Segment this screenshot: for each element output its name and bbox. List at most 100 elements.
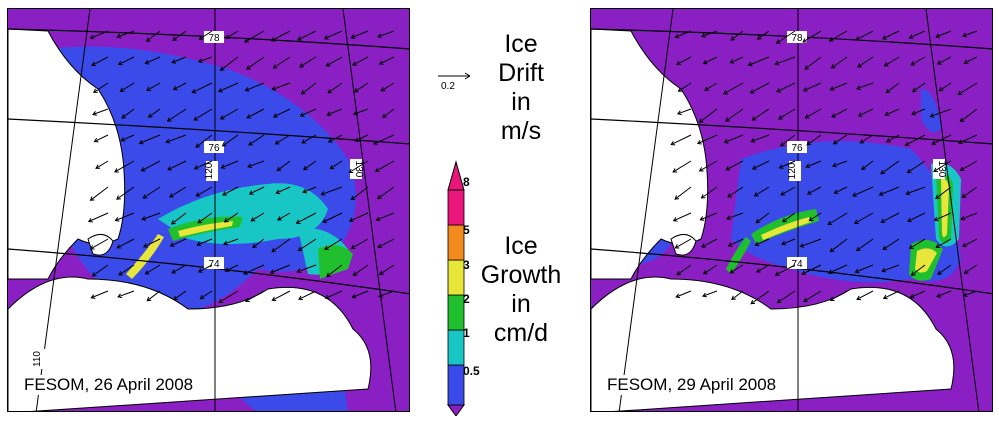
drift-arrow [775, 56, 796, 65]
drift-arrowhead [802, 38, 808, 43]
drift-arrowhead [699, 216, 705, 221]
drift-arrowhead [269, 269, 275, 274]
drift-arrow [380, 82, 395, 92]
drift-arrowhead [774, 60, 780, 66]
drift-arrowhead [140, 167, 146, 172]
drift-arrowhead [777, 115, 783, 120]
ice-map-29-april: 78 76 74 120 130 [591, 9, 992, 411]
drift-arrowhead [90, 294, 96, 299]
drift-arrowhead [675, 293, 681, 299]
drift-arrowhead [957, 139, 963, 145]
map-date-label: FESOM, 26 April 2008 [22, 375, 196, 395]
drift-arrow [379, 56, 395, 65]
drift-arrowhead [301, 139, 307, 144]
drift-arrow [220, 56, 239, 71]
drift-arrow [886, 134, 900, 143]
drift-arrowhead [957, 90, 963, 96]
drift-arrow [829, 238, 848, 253]
drift-arrow [957, 82, 978, 95]
drift-arrow [94, 134, 109, 142]
drift-arrowhead [276, 216, 282, 221]
drift-arrowhead [884, 111, 890, 117]
drift-arrowhead [172, 85, 178, 91]
drift-arrow [803, 290, 822, 302]
drift-arrowhead [223, 217, 229, 223]
drift-arrow [882, 238, 900, 250]
drift-arrow [777, 290, 796, 303]
drift-arrow [247, 160, 265, 168]
drift-arrow [299, 56, 317, 68]
drift-arrow [960, 160, 978, 171]
drift-arrow [195, 134, 213, 148]
drift-arrowhead [961, 32, 967, 38]
drift-arrow [298, 238, 317, 251]
drift-arrowhead [910, 271, 916, 276]
drift-arrowhead [755, 268, 761, 273]
drift-arrowhead [167, 166, 173, 171]
drift-arrow [962, 30, 978, 37]
drift-arrowhead [295, 219, 301, 224]
drift-arrowhead [376, 194, 382, 200]
drift-arrow [781, 238, 796, 245]
drift-arrowhead [935, 194, 940, 200]
drift-arrowhead [87, 217, 93, 223]
drift-arrow [778, 108, 796, 120]
drift-arrow [170, 238, 187, 247]
drift-arrowhead [326, 111, 332, 117]
drift-arrowhead [730, 36, 736, 41]
drift-arrow [379, 264, 395, 275]
drift-arrow [757, 30, 770, 40]
drift-arrow [118, 264, 135, 276]
drift-arrow [936, 290, 952, 298]
drift-arrow [145, 56, 161, 64]
drift-arrowhead [297, 36, 303, 41]
drift-arrowhead [221, 142, 227, 147]
drift-arrowhead [935, 33, 941, 39]
drift-arrow [964, 264, 978, 274]
drift-arrow [271, 82, 291, 90]
drift-arrowhead [776, 298, 782, 304]
drift-arrowhead [91, 272, 97, 277]
drift-arrowhead [322, 218, 328, 223]
drift-arrow [377, 186, 395, 199]
drift-arrow [729, 56, 744, 64]
drift-arrowhead [323, 35, 329, 40]
drift-arrow [303, 160, 317, 171]
drift-arrow [880, 160, 900, 175]
drift-arrow [699, 160, 718, 172]
drift-arrowhead [828, 37, 834, 42]
ice-map-26-april: 78 76 74 120 130 110 [8, 9, 409, 411]
drift-arrowhead [193, 116, 199, 121]
drift-arrowhead [674, 195, 680, 200]
drift-arrowhead [92, 111, 97, 116]
drift-arrow [703, 264, 718, 275]
lon-label-110: 110 [32, 351, 43, 367]
drift-arrowhead [146, 86, 151, 92]
drift-arrow [802, 30, 822, 43]
drift-arrow [116, 186, 135, 200]
drift-arrowhead [142, 194, 148, 199]
drift-arrowhead [326, 272, 331, 278]
drift-arrowhead [276, 166, 282, 172]
drift-arrowhead [320, 191, 326, 196]
drift-arrow [353, 108, 369, 115]
drift-arrowhead [857, 63, 862, 68]
drift-arrow [252, 238, 265, 248]
drift-arrow [752, 160, 770, 170]
drift-arrow [143, 238, 161, 248]
drift-arrowhead [781, 240, 787, 246]
drift-arrow [297, 264, 317, 273]
drift-arrow [324, 30, 343, 40]
drift-arrowhead [755, 218, 761, 224]
drift-arrow [752, 108, 770, 121]
drift-arrowhead [297, 246, 303, 252]
drift-arrows [670, 30, 978, 305]
drift-arrow [833, 134, 848, 145]
drift-arrowhead [247, 163, 253, 169]
drift-arrowhead [171, 269, 177, 274]
drift-arrow [831, 108, 848, 118]
drift-arrow [297, 30, 317, 41]
drift-arrow [855, 264, 874, 273]
drift-arrow [750, 82, 770, 94]
drift-arrow [223, 238, 239, 245]
